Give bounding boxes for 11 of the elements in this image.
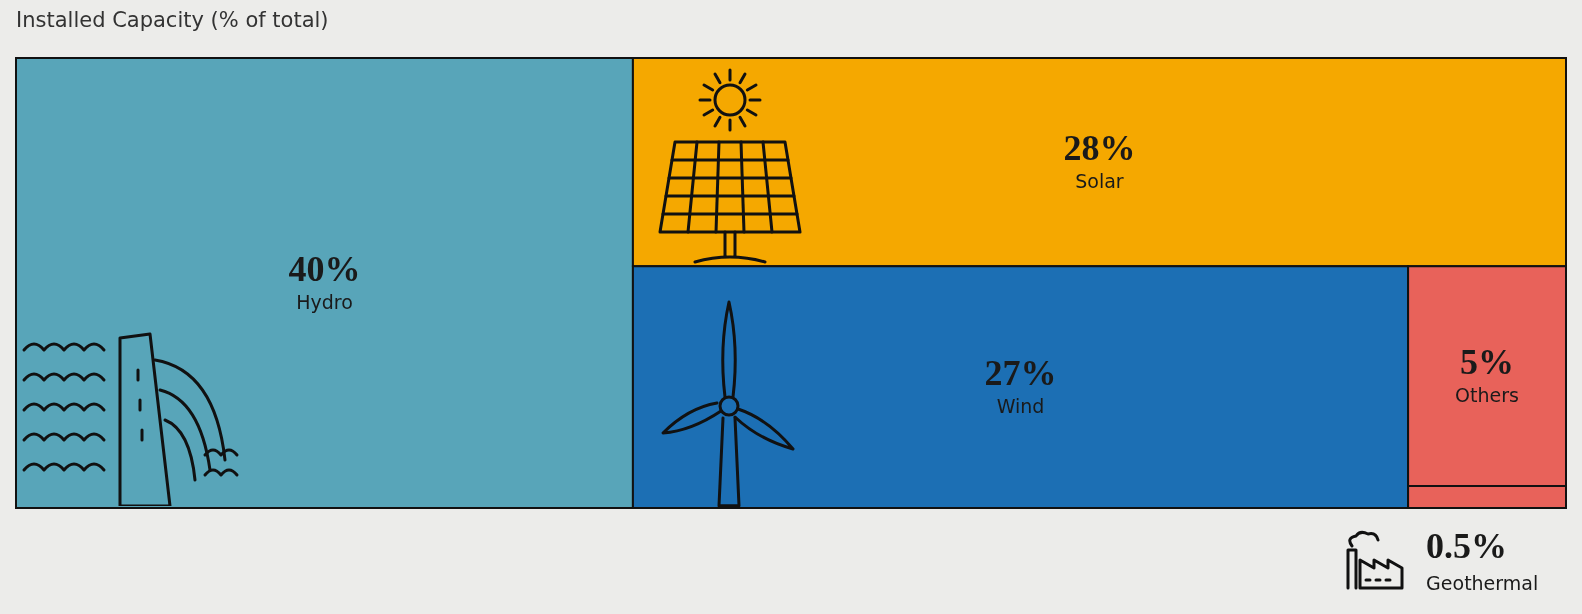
data-label: 28% <box>1063 128 1136 169</box>
category-label: Wind <box>996 395 1045 418</box>
category-label: Geothermal <box>1426 572 1539 594</box>
category-label: Solar <box>1075 170 1124 193</box>
data-label: 5% <box>1460 342 1515 383</box>
category-label: Others <box>1455 384 1519 407</box>
category-label: Hydro <box>296 291 353 313</box>
text: Installed Capacity (% of total) <box>16 8 329 32</box>
data-label: 0.5% <box>1426 526 1508 566</box>
data-label: 27% <box>984 353 1057 394</box>
data-label: 40% <box>288 249 361 289</box>
